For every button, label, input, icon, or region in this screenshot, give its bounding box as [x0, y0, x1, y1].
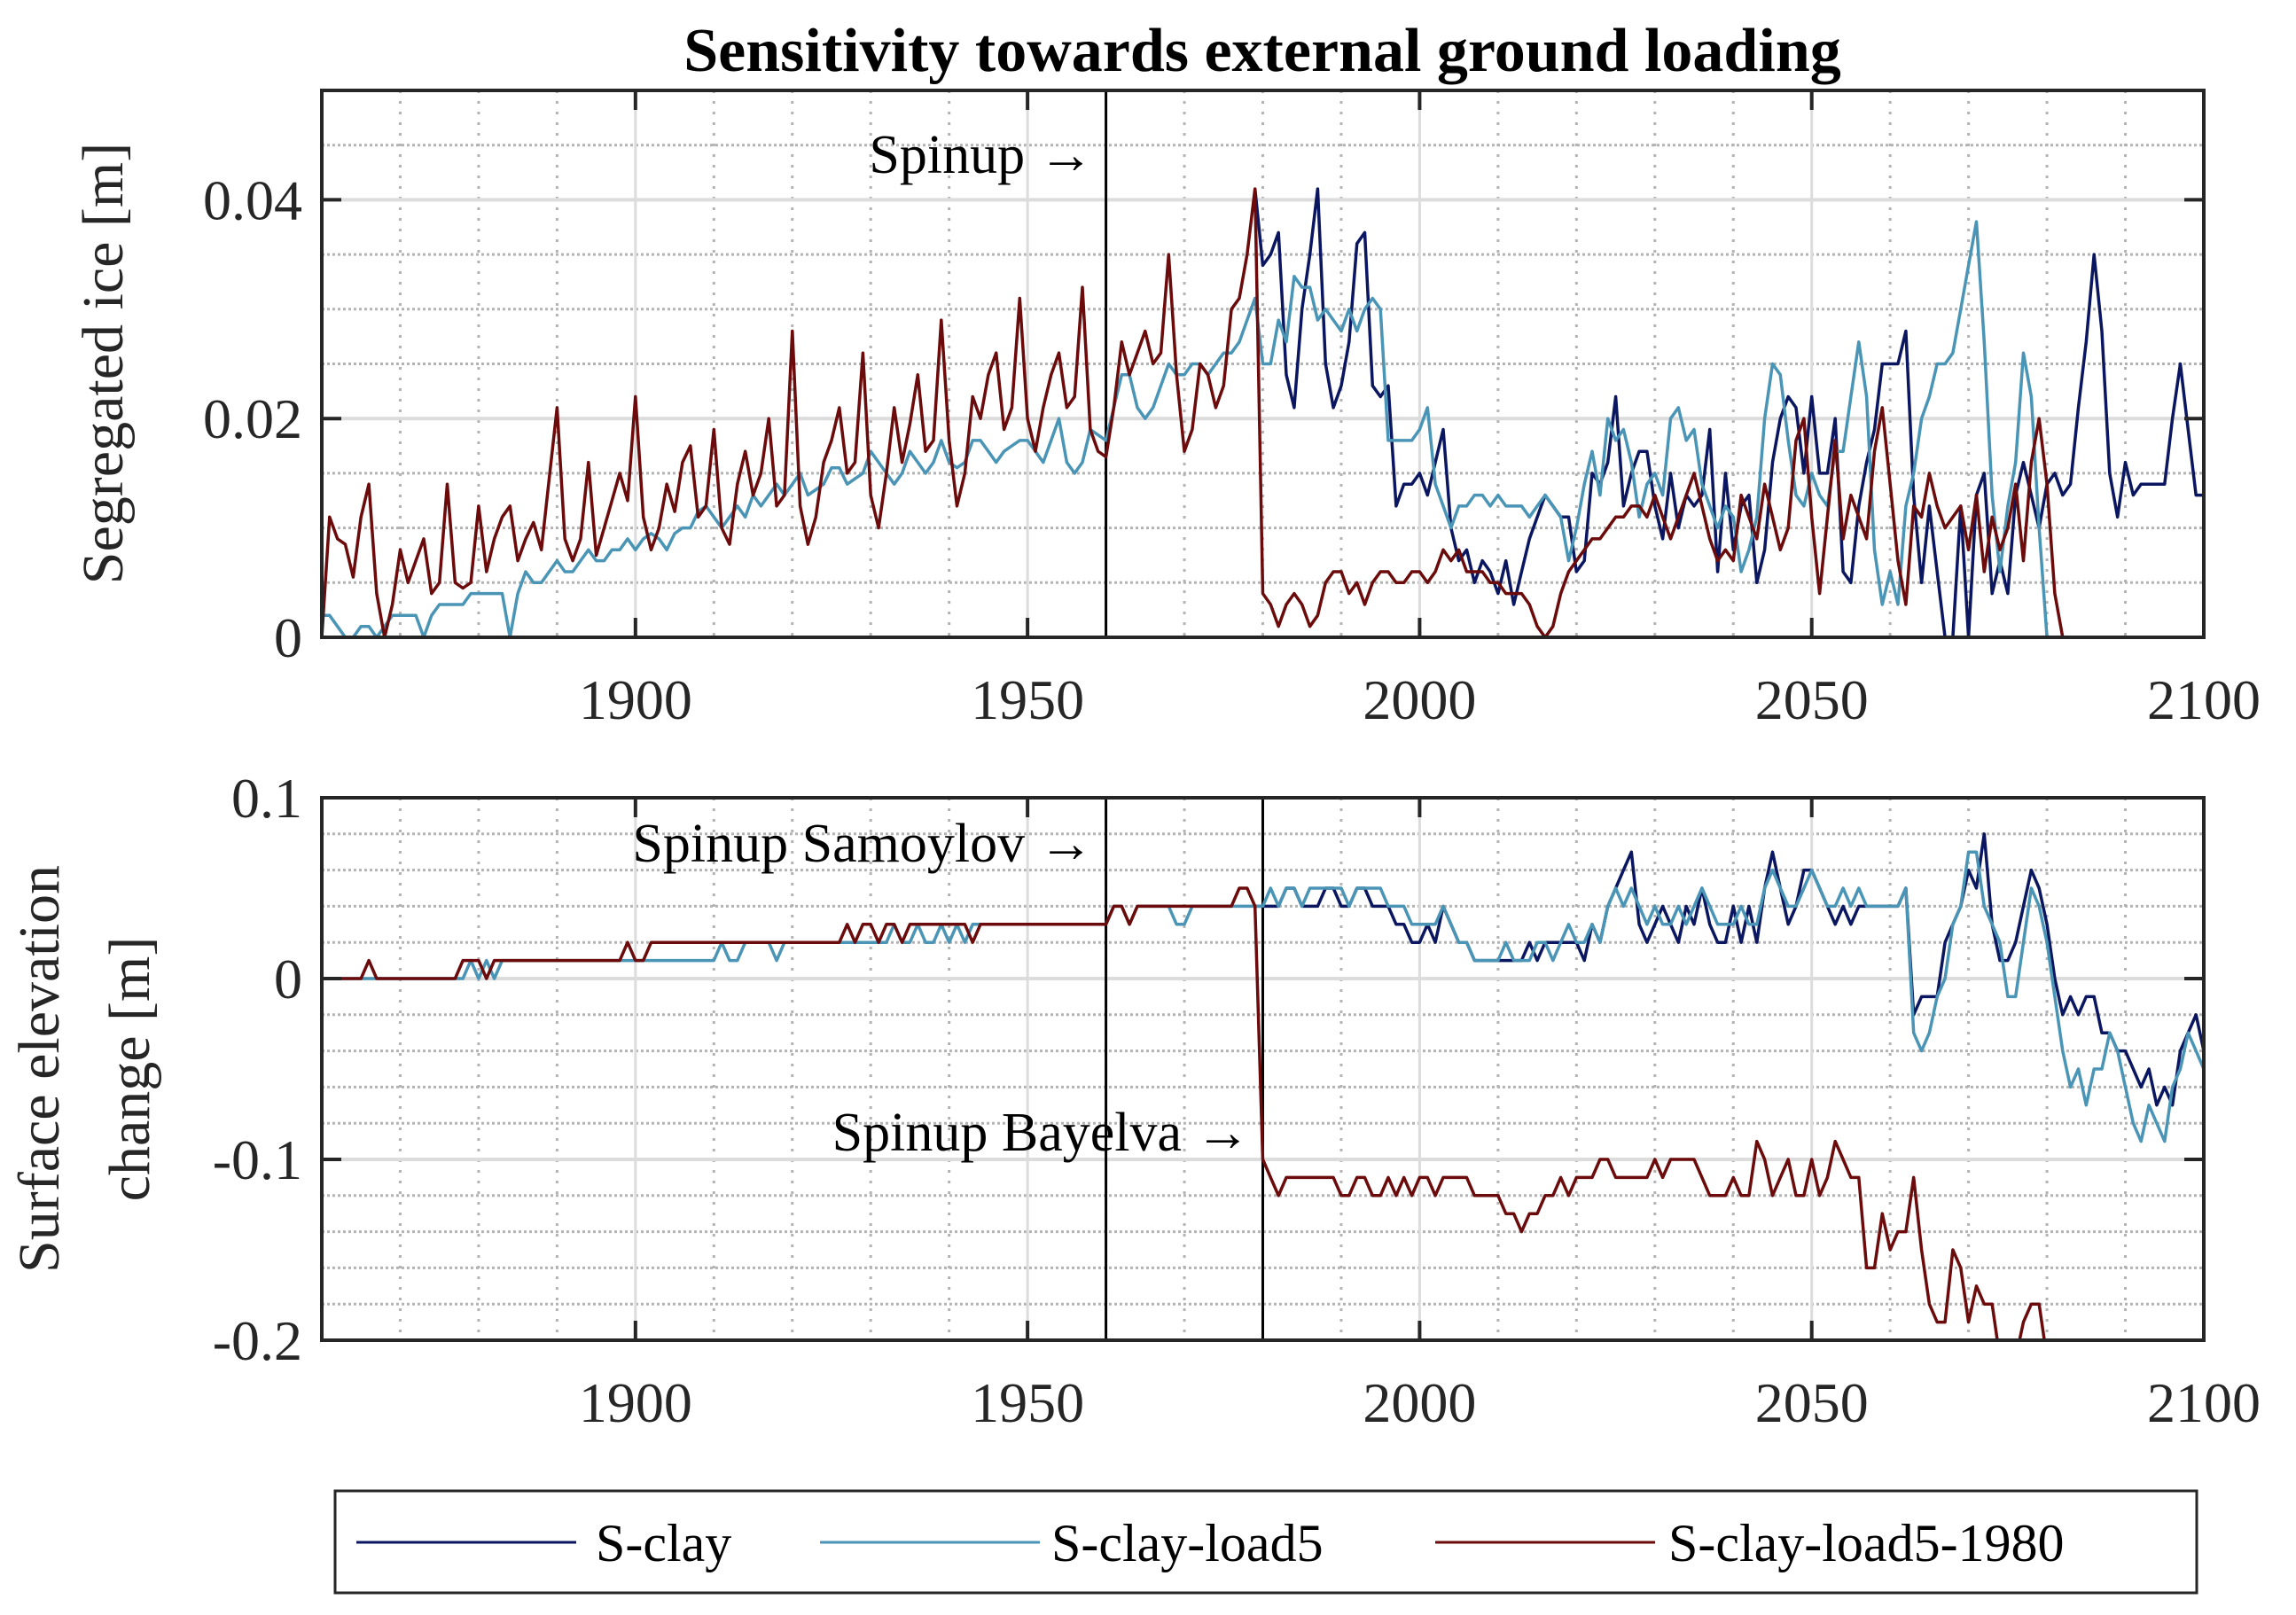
y-tick-label: 0: [274, 606, 302, 669]
legend-label-s-clay-load5-1980: S-clay-load5-1980: [1668, 1514, 2065, 1572]
top-y-axis-label: Segregated ice [m]: [71, 143, 136, 584]
legend: S-clay S-clay-load5 S-clay-load5-1980: [333, 1489, 2198, 1595]
x-tick-label: 1950: [971, 1371, 1084, 1434]
series-line-s-clay-load5: [322, 220, 2049, 637]
series-group: [322, 187, 2204, 637]
y-tick-label: 0.04: [203, 168, 302, 231]
spinup-annotation: Spinup →: [869, 125, 1093, 185]
legend-label-s-clay-load5: S-clay-load5: [1051, 1514, 1324, 1572]
bottom-axes: Spinup Samoylov → Spinup Bayelva → 1900 195…: [213, 767, 2261, 1434]
x-tick-label: 1950: [971, 668, 1084, 731]
series-line-s-clay-load5-1980: [322, 886, 2046, 1340]
x-tick-label: 2000: [1363, 1371, 1476, 1434]
chart-title: Sensitivity towards external ground load…: [683, 17, 1841, 85]
axes-frame: [320, 89, 2206, 639]
x-tick-label: 2000: [1363, 668, 1476, 731]
x-tick-label: 1900: [579, 668, 692, 731]
x-tick-label: 2050: [1755, 1371, 1869, 1434]
legend-label-s-clay: S-clay: [596, 1514, 731, 1572]
series-group: [322, 832, 2204, 1340]
spinup-annotation: Spinup Samoylov →: [632, 814, 1093, 874]
bottom-y-axis-label-line2: change [m]: [98, 937, 162, 1202]
x-tick-label: 2100: [2147, 1371, 2261, 1434]
x-tick-label: 2050: [1755, 668, 1869, 731]
y-tick-label: 0: [274, 948, 302, 1010]
axes-frame: [320, 796, 2206, 1342]
y-tick-label: 0.1: [231, 767, 302, 830]
spinup-annotation: Spinup Bayelva →: [832, 1103, 1251, 1163]
y-tick-label: -0.2: [213, 1309, 302, 1372]
y-tick-label: 0.02: [203, 387, 302, 450]
x-tick-label: 2100: [2147, 668, 2261, 731]
legend-box: [333, 1489, 2198, 1595]
top-axes: Spinup → 1900 1950 2000 2050 2100 0 0.02 0.04: [203, 89, 2261, 731]
y-tick-label: -0.1: [213, 1128, 302, 1191]
x-tick-label: 1900: [579, 1371, 692, 1434]
series-line-s-clay-load5-1980: [322, 187, 2065, 637]
bottom-y-axis-label-line1: Surface elevation: [7, 865, 72, 1273]
